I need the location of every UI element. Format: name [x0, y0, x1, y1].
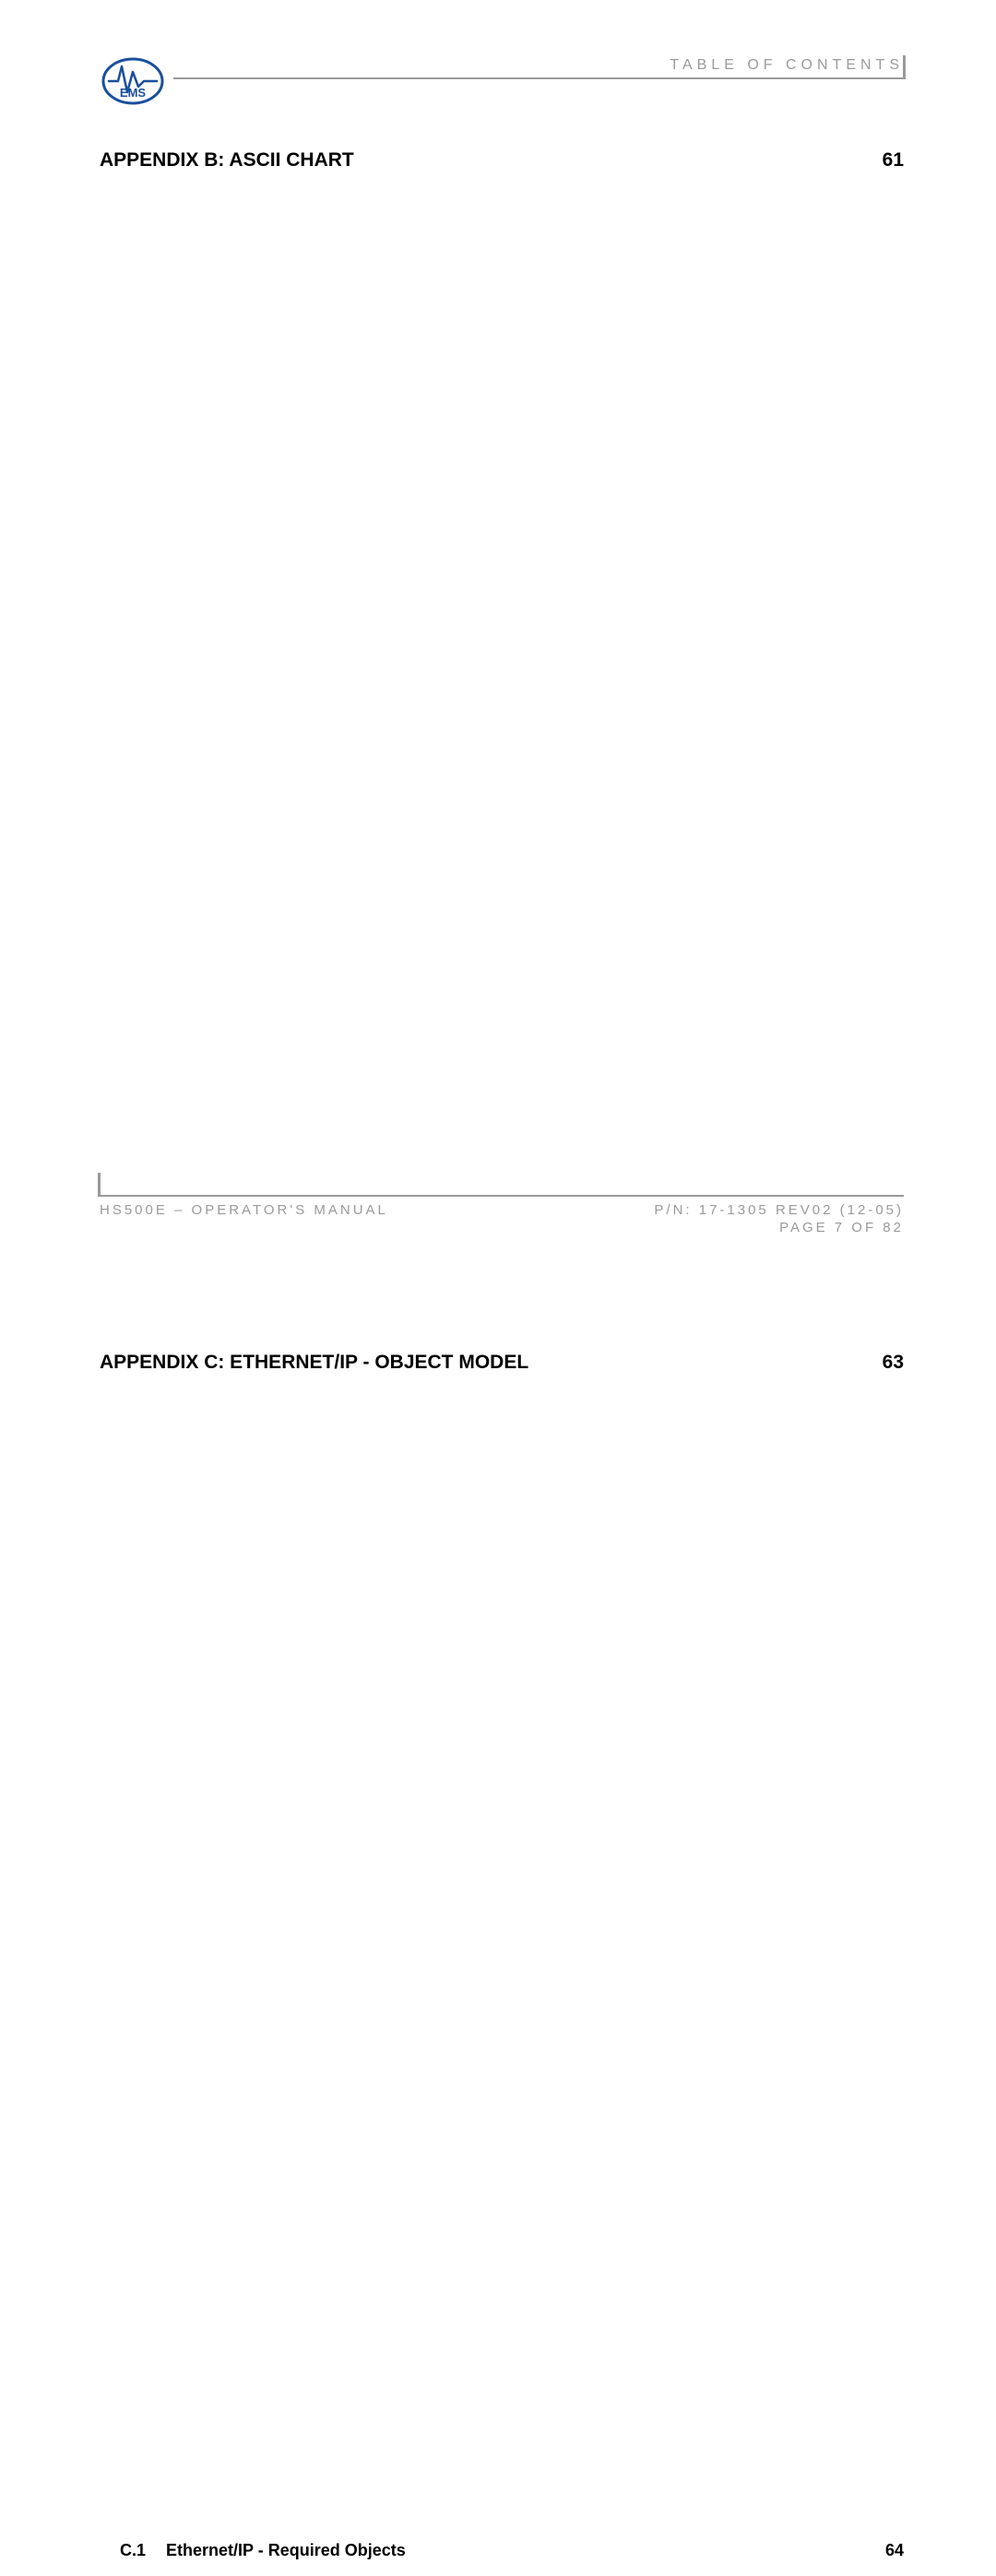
toc-entry-title: Ethernet/IP - Required Objects — [166, 2539, 867, 2561]
toc-entry-page: 61 — [867, 148, 904, 1328]
toc-entry-number: C.1 — [100, 2539, 166, 2561]
footer-right-text-2: PAGE 7 OF 82 — [779, 1220, 904, 1235]
table-of-contents: APPENDIX B: ASCII CHART61APPENDIX C: ETH… — [100, 148, 904, 2576]
header-rule — [173, 77, 904, 79]
toc-entry-page: 63 — [867, 1350, 904, 2530]
toc-entry-title: APPENDIX C: ETHERNET/IP - OBJECT MODEL — [100, 1350, 867, 1376]
footer-left-text: HS500E – OPERATOR'S MANUAL — [100, 1202, 388, 1218]
header-title: TABLE OF CONTENTS — [670, 57, 904, 74]
ems-logo: EMS — [100, 55, 173, 112]
footer-right-text-1: P/N: 17-1305 REV02 (12-05) — [654, 1202, 904, 1218]
toc-row: APPENDIX B: ASCII CHART61 — [100, 148, 904, 1328]
toc-row: C.1Ethernet/IP - Required Objects64 — [100, 2539, 904, 2576]
toc-entry-title: APPENDIX B: ASCII CHART — [100, 148, 867, 173]
footer-left-bar — [98, 1173, 101, 1197]
page-header: EMS TABLE OF CONTENTS — [100, 55, 904, 111]
page-footer: HS500E – OPERATOR'S MANUAL P/N: 17-1305 … — [100, 1195, 904, 1235]
header-right-bar — [903, 55, 906, 79]
toc-row: APPENDIX C: ETHERNET/IP - OBJECT MODEL63 — [100, 1350, 904, 2530]
header-title-wrap: TABLE OF CONTENTS — [173, 55, 904, 79]
document-page: EMS TABLE OF CONTENTS APPENDIX B: ASCII … — [100, 55, 904, 1235]
logo-text: EMS — [120, 86, 147, 100]
toc-entry-page: 64 — [867, 2539, 904, 2576]
footer-rule — [100, 1195, 904, 1197]
